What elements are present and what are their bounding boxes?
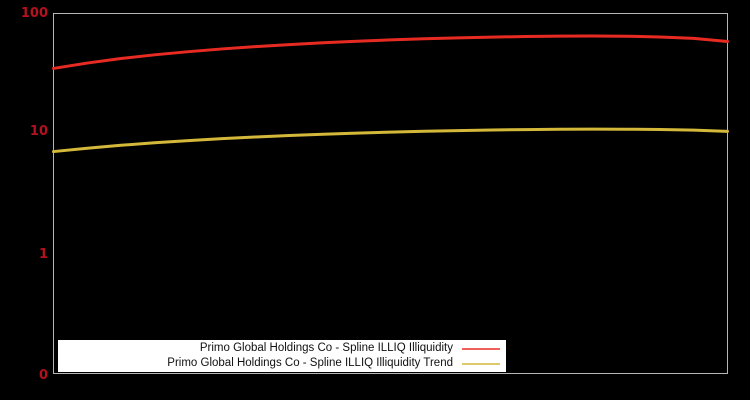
legend-swatch-illiquidity (462, 344, 500, 354)
legend-label-illiquidity: Primo Global Holdings Co - Spline ILLIQ … (199, 342, 453, 354)
y-axis-label-1: 1 (38, 247, 48, 262)
legend-swatch-illiquidity-trend (462, 359, 500, 369)
y-axis-label-0: 0 (38, 368, 48, 383)
legend-item-illiquidity-trend: Primo Global Holdings Co - Spline ILLIQ … (58, 356, 506, 371)
plot-area (53, 13, 728, 374)
legend-label-illiquidity-trend: Primo Global Holdings Co - Spline ILLIQ … (167, 357, 453, 369)
y-axis-label-10: 10 (29, 124, 48, 139)
legend-item-illiquidity: Primo Global Holdings Co - Spline ILLIQ … (58, 341, 506, 356)
y-axis-label-100: 100 (20, 6, 48, 21)
legend: Primo Global Holdings Co - Spline ILLIQ … (58, 340, 506, 372)
